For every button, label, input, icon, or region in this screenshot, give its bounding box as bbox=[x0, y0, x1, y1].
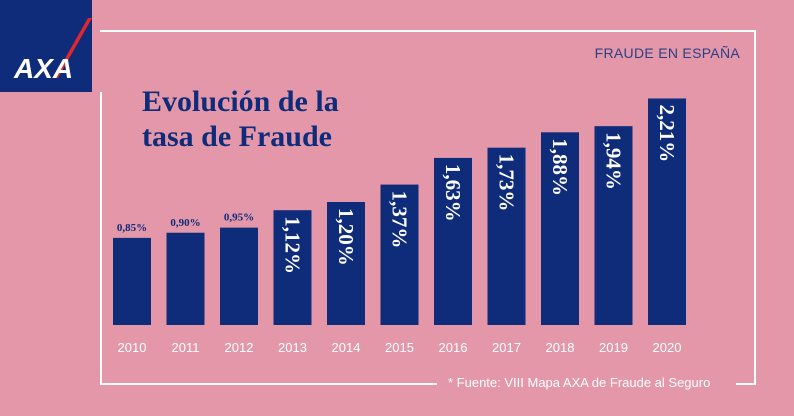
value-label-2014: 1,20% bbox=[334, 208, 358, 266]
tick-label-2012: 2012 bbox=[225, 340, 254, 355]
tick-label-2016: 2016 bbox=[439, 340, 468, 355]
bar-2020 bbox=[648, 98, 686, 325]
value-label-2015: 1,37% bbox=[388, 191, 412, 249]
value-label-2018: 1,88% bbox=[548, 138, 572, 196]
source-note: * Fuente: VIII Mapa AXA de Fraude al Seg… bbox=[448, 375, 711, 390]
bar-2010 bbox=[113, 237, 151, 325]
frame-line-top bbox=[100, 30, 754, 32]
chart-title-line-2: tasa de Fraude bbox=[142, 120, 332, 153]
frame-line-bottom-right bbox=[736, 383, 756, 385]
tick-label-2013: 2013 bbox=[278, 340, 307, 355]
value-label-2019: 1,94% bbox=[602, 132, 626, 190]
axa-logo-wordmark: AXA bbox=[13, 53, 73, 84]
axa-logo-background bbox=[0, 0, 92, 92]
bar-2011 bbox=[166, 232, 205, 325]
tick-label-2017: 2017 bbox=[492, 340, 521, 355]
tick-label-2020: 2020 bbox=[653, 340, 682, 355]
bar-2012 bbox=[220, 227, 258, 325]
bar-2016 bbox=[434, 157, 472, 325]
chart-title: Evolución de la tasa de Fraude bbox=[142, 84, 442, 154]
chart-title-line-1: Evolución de la bbox=[142, 85, 339, 118]
frame-line-bottom-left bbox=[100, 383, 437, 385]
bar-2014 bbox=[327, 202, 365, 325]
value-label-2020: 2,21% bbox=[655, 104, 679, 162]
bar-2013 bbox=[273, 210, 312, 325]
frame-line-left bbox=[100, 92, 102, 383]
section-label: FRAUDE EN ESPAÑA bbox=[594, 45, 740, 61]
tick-label-2015: 2015 bbox=[385, 340, 414, 355]
value-label-2010: 0,85% bbox=[117, 222, 147, 234]
tick-label-2019: 2019 bbox=[599, 340, 628, 355]
axa-logo: AXA bbox=[0, 0, 92, 92]
value-label-2016: 1,63% bbox=[441, 164, 465, 222]
tick-label-2010: 2010 bbox=[118, 340, 147, 355]
tick-label-2011: 2011 bbox=[172, 340, 200, 355]
bar-2019 bbox=[594, 126, 633, 326]
tick-label-2018: 2018 bbox=[546, 340, 575, 355]
bar-2017 bbox=[487, 147, 526, 325]
value-label-2017: 1,73% bbox=[495, 154, 519, 212]
bar-2018 bbox=[541, 132, 579, 325]
value-label-2013: 1,12% bbox=[281, 216, 305, 274]
value-label-2012: 0,95% bbox=[224, 212, 254, 224]
value-label-2011: 0,90% bbox=[170, 217, 200, 229]
tick-label-2014: 2014 bbox=[332, 340, 361, 355]
frame-line-right bbox=[754, 30, 756, 383]
axa-logo-slash bbox=[54, 18, 92, 78]
bar-2015 bbox=[380, 184, 419, 325]
